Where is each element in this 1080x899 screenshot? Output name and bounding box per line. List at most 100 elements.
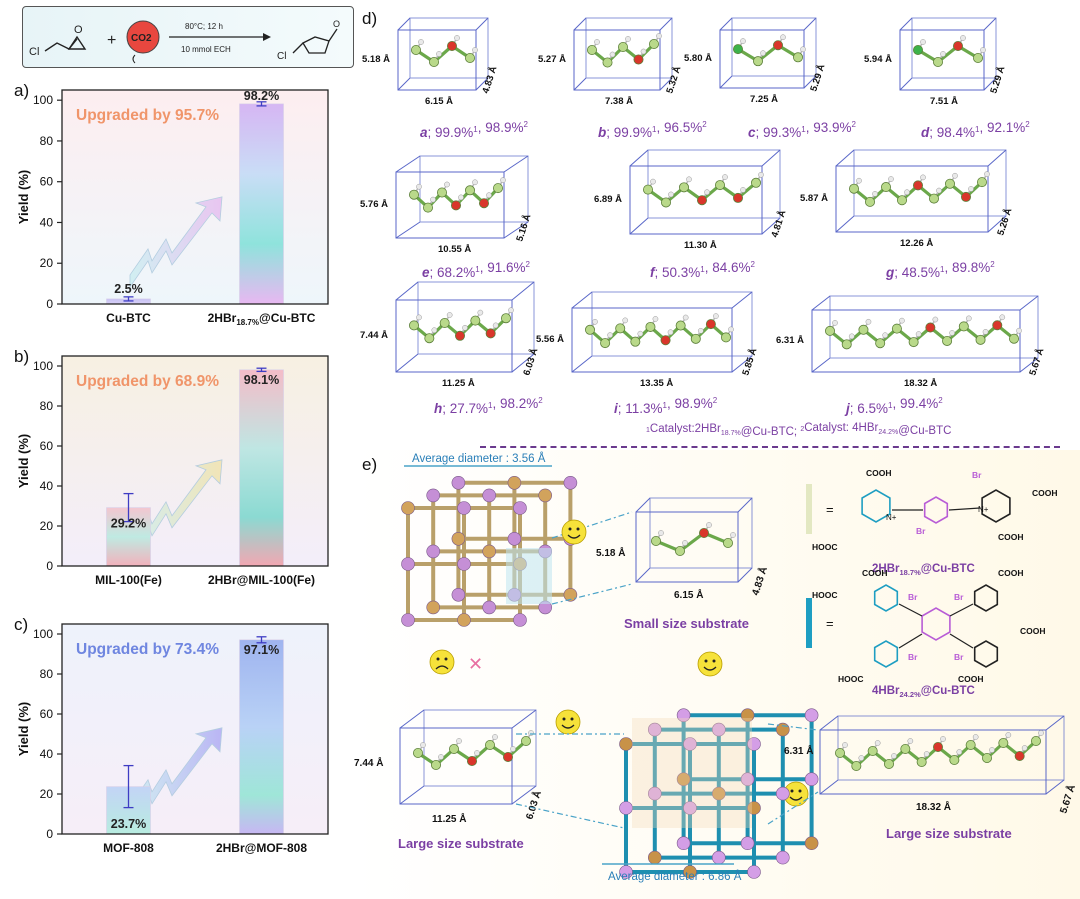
avg-diameter-top: Average diameter : 3.56 Å [412,452,546,465]
panel-label-a: a) [14,81,29,100]
lattice-node [775,850,790,865]
lattice-node [747,737,761,751]
hydrogen-atom [882,332,889,339]
value-label-c-2: 97.1% [244,643,279,657]
hydrogen-atom [436,51,442,57]
br-label: Br [916,526,926,536]
small-pore-highlight [506,548,552,604]
box-back [649,497,753,569]
box-back [911,17,997,79]
bar-b-2 [239,369,284,567]
hydrogen-atom [730,532,736,538]
molecule-atom [841,339,852,350]
molecule-atom [615,323,626,334]
molecule-atom [1014,750,1025,761]
hydrogen-atom [622,317,629,324]
face-disc [697,651,723,677]
face-mouth [435,665,449,670]
depth-label-f: 4.81 Å [769,209,788,239]
box-edge [659,77,673,91]
molecule-atom [925,322,936,333]
face-eye [570,717,574,721]
box-edge [659,17,673,31]
hydrogen-atom [658,530,664,536]
y-tick-label: 80 [40,667,54,681]
molecule-atom [908,337,919,348]
lattice-node [451,532,466,546]
molecule-atom [958,321,969,332]
dimension-box [899,17,997,91]
molecule-atom [678,182,689,193]
hydrogen-atom [848,333,855,340]
lattice-node [647,722,662,737]
dimension-box [395,281,535,373]
box-edge [571,291,593,309]
box-edge [1019,357,1039,373]
y-tick-label: 100 [33,359,53,373]
depth-label-h: 6.03 Å [521,347,540,377]
hydrogen-atom [704,189,710,196]
molecule-atom [1031,735,1042,746]
depth-label-g: 5.26 Å [995,207,1014,237]
box-edge [983,17,997,31]
y-tick-label: 80 [40,134,54,148]
lattice-node [683,801,697,815]
molecule-atom [1009,333,1020,344]
lattice-node [563,475,578,490]
lattice-node [647,850,662,865]
y-tick-label: 20 [40,519,54,533]
face-mouth [567,534,581,539]
dimension-box [819,715,1065,795]
hydrogen-atom [989,747,995,753]
hydrogen-atom [640,48,647,55]
chart-panel-c: c) 0 20 40 60 80 100 Yield (%) 23.7% 97.1% Upgrade… [0,606,360,862]
width-label-e: 10.55 Å [438,244,471,255]
depth-label-e: 5.16 Å [514,213,533,243]
lattice-node [457,501,471,515]
box-edge [819,715,839,731]
br-label: Br [908,592,918,602]
large-left-caption: Large size substrate [398,836,524,851]
hydrogen-atom [872,191,878,197]
molecule-atom [977,177,988,188]
y-axis-label: Yield (%) [16,170,31,224]
box-edge [811,357,831,373]
bond [949,633,974,649]
molecule-atom [584,324,595,335]
chart-panel-b: b) 0 20 40 60 80 100 Yield (%) 29.2% 98.1% Upgrade… [0,338,360,592]
co2-label: CO2 [131,33,152,44]
molecule-atom [891,323,902,334]
panel-label-d: d) [362,9,377,28]
y-tick-label: 60 [40,175,54,189]
upgrade-annotation-b: Upgraded by 68.9% [76,373,219,390]
box-edge [399,709,425,729]
hydrogen-atom [458,194,464,201]
molecule-bond [679,531,705,553]
box-edge [719,75,733,89]
hydrogen-atom [832,320,838,326]
width-label-j: 18.32 Å [904,378,937,389]
box-edge [635,567,651,583]
lattice-node [804,708,819,723]
box-front [395,299,513,373]
bond [898,603,923,617]
substrate-g: 5.87 Å 12.26 Å 5.26 Å g; 48.5%1, 89.8%2 [800,149,1015,280]
hydrogen-atom [904,189,910,196]
hydrogen-atom [740,187,746,193]
box-edge [983,77,997,91]
hydrogen-atom [656,33,662,39]
molecule-atom [455,330,466,341]
chart-c-svg: c) 0 20 40 60 80 100 Yield (%) 23.7% 97.1% Upgrade… [14,615,329,855]
molecule-atom [660,335,671,346]
lattice-node [563,588,578,602]
molecule-atom [851,760,862,771]
hydrogen-atom [940,51,946,57]
hydrogen-atom [492,322,499,329]
molecule-atom [447,41,458,52]
chart-a-svg: a) 0 20 40 60 80 100 Yield (%) 2.5% 98.2% Upgraded… [14,81,329,327]
hydrogen-atom [592,318,598,325]
height-label-j: 6.31 Å [776,335,804,346]
box-edge [511,353,535,373]
box-edge [397,17,411,31]
category-label-c-2: 2HBr@MOF-808 [216,841,307,855]
